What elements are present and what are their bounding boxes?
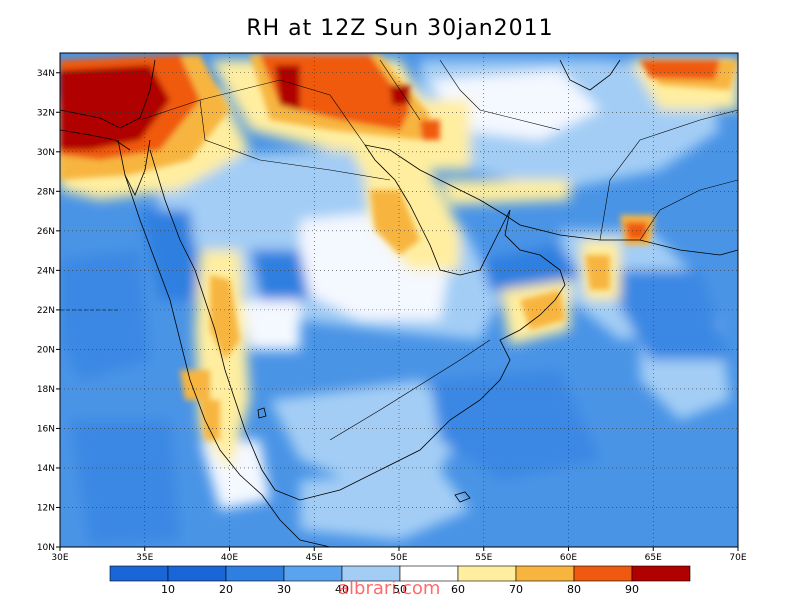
colorbar-label: 20 (219, 583, 233, 596)
lat-tick-label: 24N (37, 266, 55, 276)
colorbar-swatch (167, 565, 227, 582)
lat-tick-label: 14N (37, 464, 55, 474)
lat-tick-label: 20N (37, 345, 55, 355)
lat-tick-label: 34N (37, 69, 55, 79)
colorbar-label: 80 (567, 583, 581, 596)
colorbar-label: 60 (451, 583, 465, 596)
lon-tick-label: 45E (306, 553, 323, 563)
lat-tick-label: 22N (37, 306, 55, 316)
lon-tick-label: 30E (51, 553, 68, 563)
lat-lon-grid (60, 53, 738, 547)
lon-tick-label: 50E (390, 553, 407, 563)
colorbar-swatch (283, 565, 343, 582)
colorbar-label: 70 (509, 583, 523, 596)
humidity-field (60, 53, 738, 547)
lat-tick-label: 10N (37, 543, 55, 553)
colorbar-label: 90 (625, 583, 639, 596)
lon-tick-label: 35E (136, 553, 153, 563)
colorbar-legend: 10 20 30 40 50 60 70 80 90 (109, 565, 691, 596)
colorbar-swatch (515, 565, 575, 582)
lat-tick-label: 30N (37, 148, 55, 158)
lon-tick-label: 65E (645, 553, 662, 563)
lat-tick-label: 18N (37, 385, 55, 395)
colorbar-swatch (457, 565, 517, 582)
lat-tick-label: 26N (37, 227, 55, 237)
colorbar-swatch (225, 565, 285, 582)
lat-tick-label: 28N (37, 187, 55, 197)
lon-tick-label: 70E (729, 553, 746, 563)
lon-tick-label: 40E (221, 553, 238, 563)
colorbar-label: 40 (335, 583, 349, 596)
watermark-text: albrari.com (338, 578, 441, 599)
colorbar-swatch (573, 565, 633, 582)
latitude-axis: 10N 12N 14N 16N 18N 20N 22N 24N 26N 28N 30N 32N 34N (37, 69, 60, 553)
coastlines-and-borders (60, 59, 738, 547)
lat-tick-label: 16N (37, 424, 55, 434)
lon-tick-label: 60E (560, 553, 577, 563)
lat-tick-label: 12N (37, 503, 55, 513)
colorbar-label: 30 (277, 583, 291, 596)
longitude-axis: 30E 35E 40E 45E 50E 55E 60E 65E 70E (51, 547, 747, 563)
colorbar-label: 10 (161, 583, 175, 596)
colorbar-swatch (631, 565, 691, 582)
map-title: RH at 12Z Sun 30jan2011 (246, 16, 554, 41)
lat-tick-label: 32N (37, 108, 55, 118)
colorbar-swatch (109, 565, 169, 582)
lon-tick-label: 55E (475, 553, 492, 563)
colorbar-label: 50 (393, 583, 407, 596)
